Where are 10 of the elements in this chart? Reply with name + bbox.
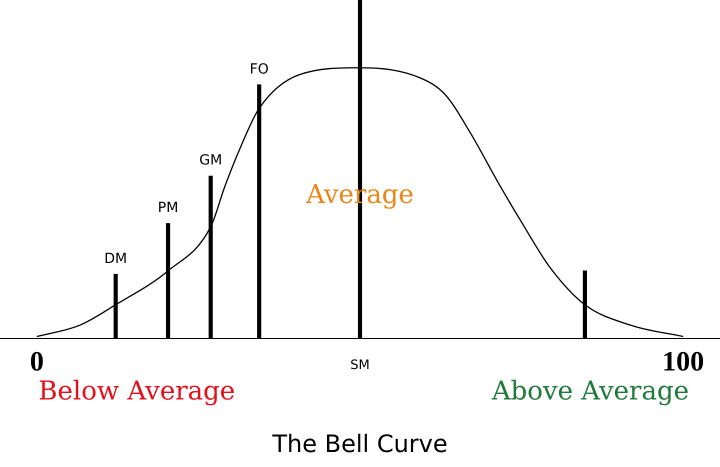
annotation: DM [104, 250, 128, 267]
annotation: FO [250, 61, 269, 78]
text: The Bell Curve [271, 430, 449, 458]
annotation: PM [158, 200, 178, 216]
text: SM [350, 358, 370, 374]
x-tick-label: 0 [30, 346, 44, 378]
text: Below Average [38, 376, 236, 407]
text: Above Average [490, 376, 689, 407]
annotation: GM [199, 152, 222, 169]
x-tick-label: 100 [662, 346, 704, 378]
